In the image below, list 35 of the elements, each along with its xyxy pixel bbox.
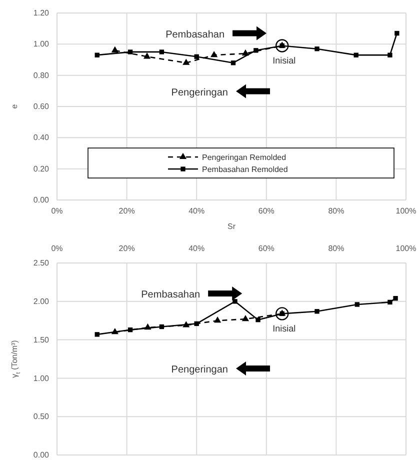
y-tick-label: 1.50 [33, 335, 50, 344]
legend-label: Pembasahan Remolded [202, 165, 288, 174]
annotation: Pembasahan [141, 290, 200, 301]
y-axis-title: e [10, 104, 19, 109]
x-tick-label: 40% [188, 206, 205, 216]
y-tick-label: 0.80 [33, 70, 50, 80]
y-tick-label: 1.00 [33, 374, 50, 383]
y-tick-label: 0.20 [33, 164, 50, 174]
annotation: Inisial [272, 56, 296, 66]
x-tick-label: 80% [328, 206, 344, 216]
y-tick-label: 0.00 [33, 196, 50, 205]
y-tick-label: 2.50 [33, 258, 50, 268]
y-tick-label: 0.60 [33, 102, 50, 112]
y-tick-label: 0.50 [33, 412, 50, 422]
x-tick-label: 60% [258, 244, 274, 253]
x-tick-label: 0% [51, 244, 63, 253]
annotation: Inisial [272, 324, 296, 334]
legend-label: Pengeringan Remolded [202, 153, 286, 162]
x-tick-label: 60% [258, 206, 274, 216]
annotation: Pengeringan [171, 364, 228, 376]
annotation: Pengeringan [171, 87, 228, 98]
x-tick-label: 20% [118, 244, 135, 253]
x-tick-label: 0% [51, 206, 63, 216]
y-tick-label: 1.20 [33, 8, 50, 18]
x-tick-label: 100% [396, 206, 416, 216]
y-tick-label: 0.40 [33, 133, 50, 142]
annotation: Pembasahan [166, 29, 225, 40]
y-tick-label: 2.00 [33, 296, 50, 306]
x-tick-label: 40% [188, 244, 205, 253]
y-tick-label: 0.00 [33, 450, 50, 460]
x-axis-title: Sr [228, 222, 236, 231]
x-tick-label: 20% [118, 206, 135, 216]
y-tick-label: 1.00 [33, 40, 50, 49]
x-tick-label: 80% [328, 244, 344, 253]
x-tick-label: 100% [396, 244, 416, 253]
